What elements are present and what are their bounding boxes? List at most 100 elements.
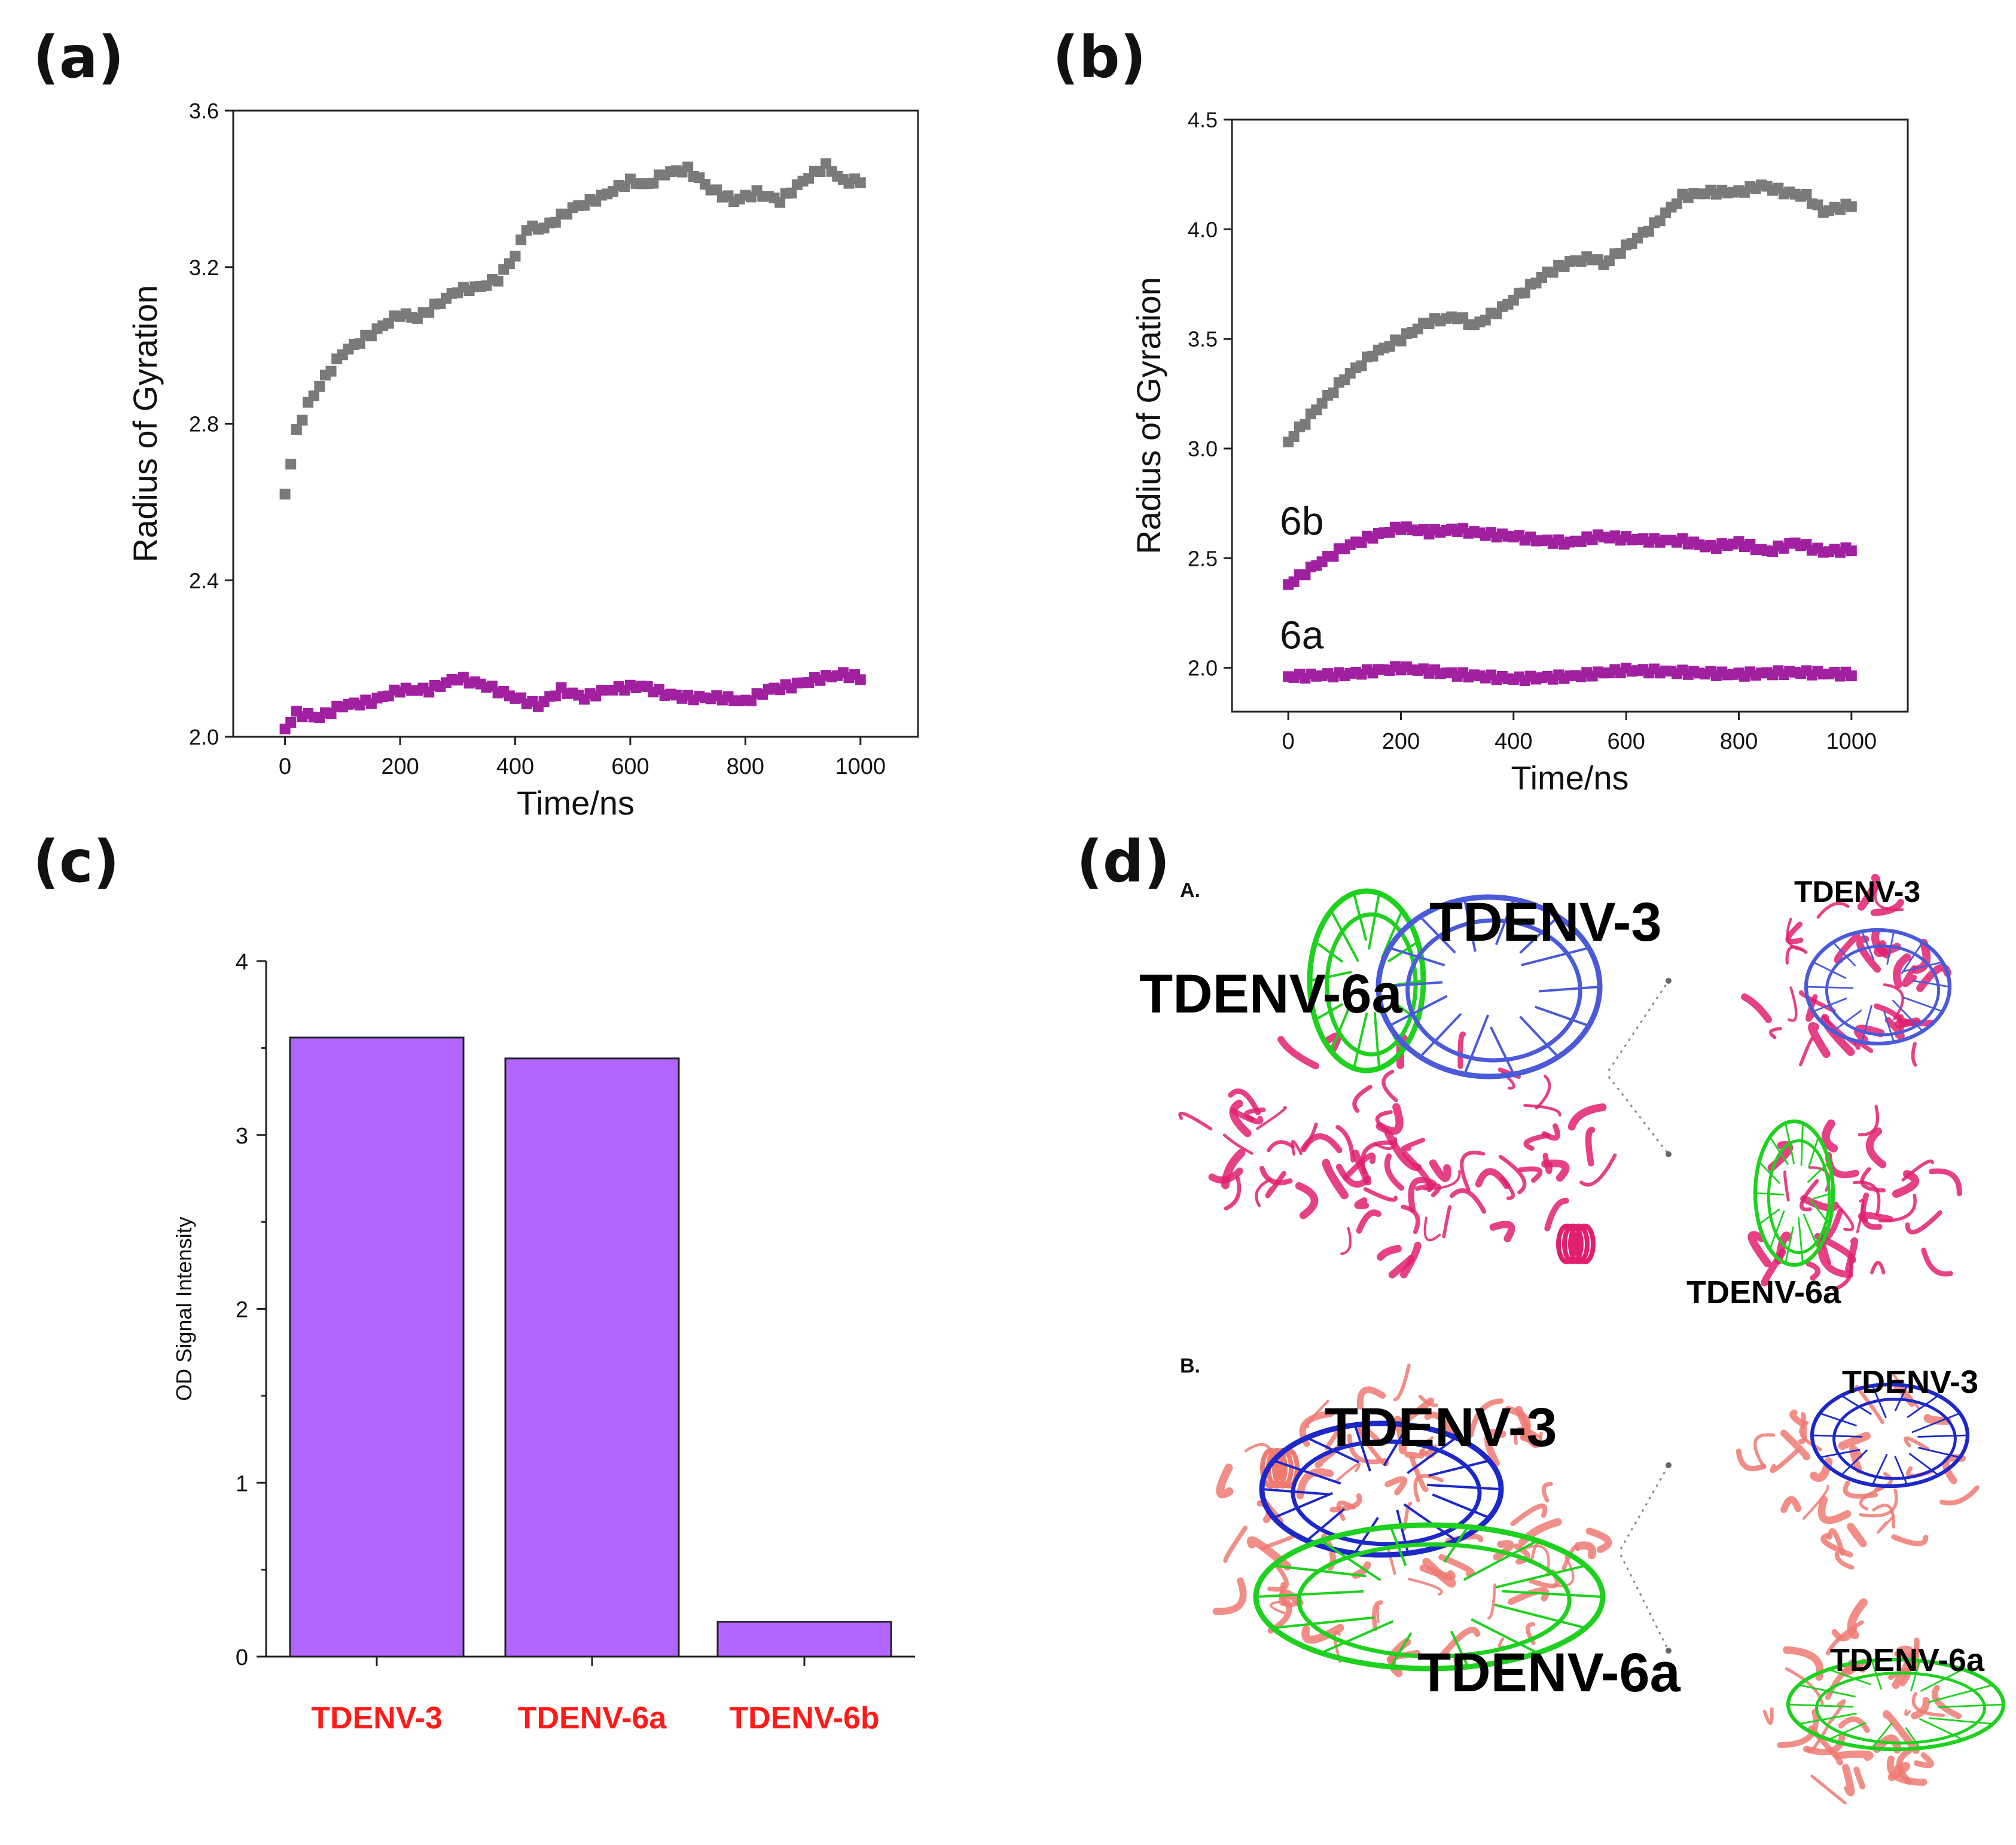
x-tick-label: 200 — [1382, 729, 1420, 754]
panel-d-section-a-letter: A. — [1180, 879, 1200, 902]
section-b-inset-top-label: TDENV-3 — [1842, 1364, 1979, 1400]
data-point — [354, 338, 365, 349]
rna-backbone — [1825, 944, 1941, 1036]
rna-base — [1407, 1437, 1457, 1474]
panel-letter-c: (c) — [33, 828, 120, 895]
rna-base — [1389, 995, 1448, 1027]
protein-strand — [1887, 1755, 1927, 1786]
protein-strand — [1853, 1766, 1866, 1790]
rna-base — [1320, 1620, 1394, 1654]
protein-strand — [1802, 1484, 1829, 1520]
protein-strand — [1212, 1577, 1247, 1615]
data-point — [285, 716, 297, 728]
protein-strand — [1736, 1448, 1767, 1471]
protein-strand — [1831, 1626, 1858, 1642]
rna-base — [1861, 1005, 1873, 1042]
rna-base — [1910, 1660, 1921, 1691]
section-b-inset-bottom-protein — [1762, 1598, 1962, 1805]
protein-strand — [1884, 1017, 1905, 1040]
x-tick-label: 600 — [1607, 729, 1645, 754]
x-tick-label: 800 — [727, 754, 764, 779]
protein-strand — [1267, 1140, 1295, 1152]
data-point — [774, 197, 786, 208]
protein-strand — [1393, 1364, 1411, 1402]
rna-backbone — [1297, 1542, 1572, 1659]
protein-strand — [1513, 1426, 1543, 1445]
rna-base — [1495, 899, 1515, 946]
rna-base — [1539, 986, 1600, 993]
protein-strand — [1874, 881, 1904, 911]
protein-strand — [1858, 1105, 1880, 1137]
protein-strand — [1767, 1141, 1794, 1172]
protein-strand — [1484, 1429, 1506, 1467]
protein-strand — [1842, 1764, 1855, 1797]
data-point — [1643, 225, 1654, 237]
protein-strand — [1762, 1707, 1774, 1725]
panel-d-section-b-letter: B. — [1180, 1355, 1200, 1377]
protein-strand — [1340, 1227, 1352, 1255]
data-point — [1300, 419, 1311, 430]
rna-base — [1329, 1004, 1352, 1052]
rna-base — [1912, 980, 1950, 988]
protein-strand — [1805, 994, 1818, 1022]
protein-strand — [1834, 1551, 1855, 1570]
rna-base — [1840, 1449, 1868, 1476]
section-a-main-rna-blue — [1375, 894, 1603, 1079]
x-tick-label: 200 — [381, 754, 419, 779]
data-point — [1671, 198, 1682, 209]
protein-strand — [1932, 1685, 1962, 1719]
protein-strand — [1827, 1528, 1846, 1556]
protein-strand — [1493, 1540, 1514, 1561]
plot-frame — [1231, 118, 1909, 713]
protein-strand — [1255, 1178, 1272, 1207]
data-point — [786, 187, 797, 199]
protein-strand — [1384, 1476, 1407, 1496]
data-point — [1356, 360, 1367, 371]
protein-strand — [1413, 1474, 1444, 1503]
section-a-main-protein — [1178, 1031, 1617, 1279]
series-6b — [1283, 521, 1857, 590]
rna-base — [1788, 1703, 1854, 1708]
rna-base — [1841, 1395, 1872, 1416]
rna-base — [1928, 1684, 1993, 1703]
protein-strand — [1834, 932, 1861, 964]
protein-strand — [1256, 1106, 1287, 1130]
rna-base — [1798, 1684, 1856, 1698]
protein-strand — [1525, 1544, 1550, 1575]
protein-strand — [1789, 1409, 1805, 1427]
protein-strand — [1438, 1554, 1475, 1577]
data-point — [1846, 201, 1857, 212]
rna-base — [1919, 1718, 1963, 1740]
rna-base — [1907, 1395, 1939, 1419]
annotation-6b: 6b — [1280, 499, 1323, 543]
rna-base — [1807, 1161, 1830, 1184]
protein-strand — [1267, 1563, 1289, 1592]
y-tick-label: 3.6 — [189, 99, 219, 123]
protein-strand — [1553, 1556, 1575, 1587]
rna-base — [1828, 1669, 1871, 1686]
protein-strand — [1523, 1133, 1551, 1151]
protein-strand — [1860, 1192, 1883, 1230]
chart-b-radius-of-gyration: 0 200 400 600 800 1000 2.0 2.5 3.0 3.5 4.0 4.5 Time/… — [1130, 108, 1909, 797]
section-a-main-label-tdenv-3: TDENV-3 — [1429, 892, 1662, 953]
rna-base — [1883, 1010, 1895, 1043]
protein-strand — [1418, 1395, 1438, 1407]
protein-strand — [1356, 1386, 1386, 1410]
rna-base — [1800, 1123, 1804, 1166]
rna-base — [1892, 999, 1923, 1032]
series-gray — [279, 158, 866, 500]
protein-strand — [1322, 1158, 1349, 1200]
protein-strand — [1770, 1448, 1800, 1474]
rna-base — [1813, 997, 1847, 1013]
data-point — [510, 251, 521, 262]
rna-base — [1419, 1013, 1462, 1058]
protein-strand — [1905, 1210, 1942, 1235]
y-tick-label: 2.0 — [189, 725, 219, 749]
protein-strand — [1301, 1624, 1344, 1644]
protein-strand — [1384, 1153, 1405, 1191]
rna-base — [1314, 941, 1344, 963]
protein-strand — [1887, 1668, 1911, 1687]
protein-strand — [1856, 935, 1881, 973]
rna-base — [1871, 1722, 1893, 1749]
rna-base — [1917, 1447, 1960, 1459]
